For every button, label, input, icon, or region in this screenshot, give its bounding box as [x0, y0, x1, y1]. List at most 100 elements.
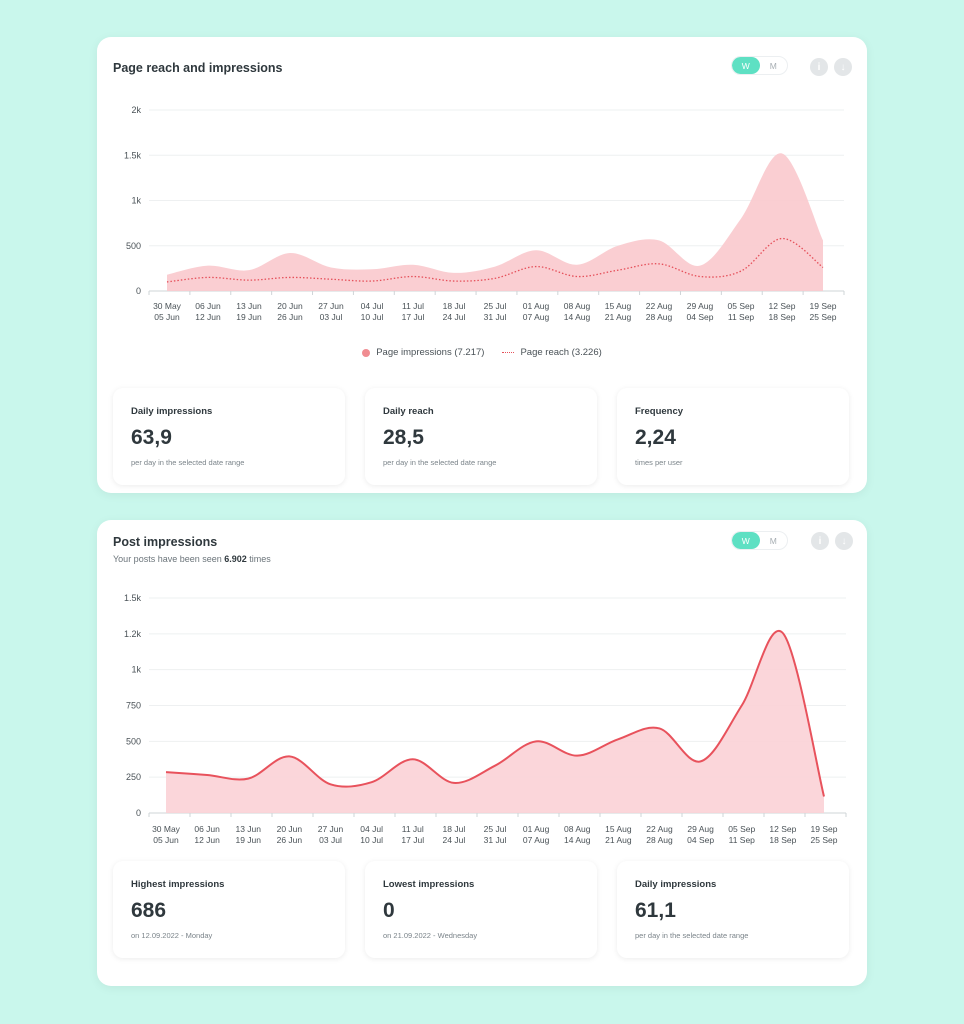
x-tick-label: 17 Jul: [402, 312, 425, 322]
stat-note: times per user: [635, 458, 683, 467]
x-tick-label: 11 Sep: [728, 312, 755, 322]
stat-card-daily-impressions: Daily impressions 61,1 per day in the se…: [617, 861, 849, 958]
stat-value: 63,9: [131, 426, 172, 449]
info-icon[interactable]: i: [811, 532, 829, 550]
y-tick-label: 1.2k: [124, 629, 142, 639]
subtitle-count: 6.902: [224, 554, 247, 564]
y-tick-label: 0: [136, 808, 141, 818]
x-tick-label: 11 Sep: [729, 835, 756, 845]
x-tick-label: 18 Jul: [443, 824, 466, 834]
x-tick-label: 10 Jul: [361, 312, 384, 322]
stat-value: 2,24: [635, 426, 676, 449]
y-tick-label: 1k: [131, 196, 141, 206]
stat-label: Highest impressions: [131, 879, 225, 890]
x-tick-label: 28 Aug: [646, 835, 673, 845]
x-tick-label: 19 Sep: [810, 301, 837, 311]
x-tick-label: 20 Jun: [277, 824, 303, 834]
series-line: [166, 237, 824, 283]
x-tick-label: 24 Jul: [443, 312, 466, 322]
x-tick-label: 12 Sep: [769, 301, 796, 311]
legend-reach-label: Page reach (3.226): [520, 347, 602, 358]
x-tick-label: 19 Jun: [236, 312, 262, 322]
stat-note: per day in the selected date range: [383, 458, 497, 467]
x-tick-label: 10 Jul: [360, 835, 383, 845]
stat-note: per day in the selected date range: [635, 931, 749, 940]
x-tick-label: 14 Aug: [564, 835, 591, 845]
legend-impressions-label: Page impressions (7.217): [376, 347, 485, 358]
x-tick-label: 13 Jun: [236, 301, 262, 311]
x-tick-label: 25 Sep: [810, 312, 837, 322]
x-tick-label: 08 Aug: [564, 301, 591, 311]
x-tick-label: 05 Jun: [153, 835, 179, 845]
info-icon[interactable]: i: [810, 58, 828, 76]
monthly-option[interactable]: M: [769, 60, 777, 71]
download-icon[interactable]: ↓: [834, 58, 852, 76]
period-toggle[interactable]: W M: [731, 531, 788, 550]
post-impressions-card: Post impressions Your posts have been se…: [97, 520, 867, 986]
period-toggle[interactable]: W M: [731, 56, 788, 75]
x-tick-label: 08 Aug: [564, 824, 591, 834]
legend-reach[interactable]: Page reach (3.226): [502, 347, 602, 358]
x-tick-label: 25 Sep: [811, 835, 838, 845]
page-reach-card: Page reach and impressions W M i ↓ 0 500 1…: [97, 37, 867, 493]
download-icon[interactable]: ↓: [835, 532, 853, 550]
subtitle-prefix: Your posts have been seen: [113, 554, 225, 564]
monthly-option[interactable]: M: [769, 535, 777, 546]
x-tick-label: 14 Aug: [564, 312, 591, 322]
x-tick-label: 13 Jun: [235, 824, 261, 834]
card-subtitle: Your posts have been seen 6.902 times: [113, 554, 271, 564]
y-tick-label: 0: [136, 286, 141, 296]
stat-card-frequency: Frequency 2,24 times per user: [617, 388, 849, 485]
x-tick-label: 12 Jun: [194, 835, 220, 845]
x-tick-label: 19 Sep: [811, 824, 838, 834]
y-tick-label: 1k: [131, 665, 141, 675]
stat-value: 61,1: [635, 899, 676, 922]
x-tick-label: 22 Aug: [646, 824, 673, 834]
x-tick-label: 19 Jun: [235, 835, 261, 845]
x-tick-label: 01 Aug: [523, 824, 550, 834]
x-tick-label: 05 Sep: [728, 301, 755, 311]
x-tick-label: 28 Aug: [646, 312, 673, 322]
x-tick-label: 03 Jul: [319, 835, 342, 845]
card-title: Page reach and impressions: [113, 61, 283, 75]
x-tick-label: 20 Jun: [277, 301, 303, 311]
stat-value: 686: [131, 899, 167, 922]
stats-row: Highest impressions 686 on 12.09.2022 - …: [113, 861, 849, 958]
x-tick-label: 21 Aug: [605, 312, 632, 322]
stat-label: Lowest impressions: [383, 879, 475, 890]
x-tick-label: 31 Jul: [484, 312, 507, 322]
x-tick-label: 27 Jun: [318, 824, 344, 834]
x-tick-label: 25 Jul: [484, 301, 507, 311]
y-tick-label: 750: [126, 701, 141, 711]
x-tick-label: 30 May: [152, 824, 181, 834]
x-tick-label: 18 Sep: [769, 835, 796, 845]
impressions-swatch-icon: [362, 348, 371, 357]
x-tick-label: 03 Jul: [320, 312, 343, 322]
weekly-option[interactable]: W: [732, 57, 760, 74]
x-tick-label: 17 Jul: [401, 835, 424, 845]
stat-note: on 12.09.2022 - Monday: [131, 931, 213, 940]
x-tick-label: 04 Jul: [361, 301, 384, 311]
x-tick-label: 11 Jul: [402, 824, 424, 834]
stat-note: per day in the selected date range: [131, 458, 245, 467]
stat-card-daily-impressions: Daily impressions 63,9 per day in the se…: [113, 388, 345, 485]
x-tick-label: 21 Aug: [605, 835, 632, 845]
x-tick-label: 04 Sep: [687, 312, 714, 322]
stat-label: Daily impressions: [131, 406, 213, 417]
x-tick-label: 29 Aug: [687, 824, 714, 834]
y-tick-label: 500: [126, 241, 141, 251]
weekly-option[interactable]: W: [732, 532, 760, 549]
stat-label: Frequency: [635, 406, 684, 417]
stat-value: 0: [383, 899, 395, 922]
x-tick-label: 04 Sep: [687, 835, 714, 845]
x-tick-label: 06 Jun: [194, 824, 220, 834]
x-tick-label: 07 Aug: [523, 835, 550, 845]
legend-impressions[interactable]: Page impressions (7.217): [362, 347, 484, 358]
x-tick-label: 04 Jul: [360, 824, 383, 834]
stat-card-highest-impressions: Highest impressions 686 on 12.09.2022 - …: [113, 861, 345, 958]
x-tick-label: 15 Aug: [605, 824, 632, 834]
series-area: [166, 630, 824, 813]
y-tick-label: 250: [126, 772, 141, 782]
